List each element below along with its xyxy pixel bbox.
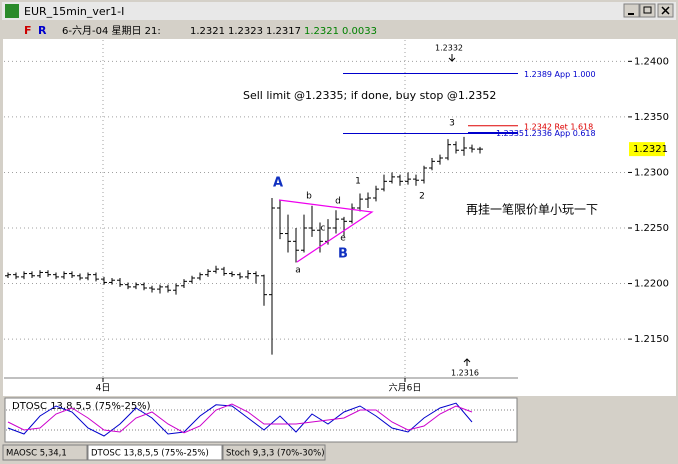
wave-label: A	[273, 176, 283, 191]
oscillator-line	[7, 402, 473, 437]
info-close: 1.2321	[304, 26, 339, 37]
wave-label: b	[306, 192, 312, 202]
y-tick-label: 1.2150	[634, 334, 669, 345]
wave-label: 1	[355, 177, 361, 187]
window-buttons[interactable]	[623, 3, 674, 18]
chart-area	[3, 39, 676, 396]
tab[interactable]	[2, 444, 88, 461]
tab[interactable]	[222, 444, 326, 461]
title-bar	[2, 2, 676, 20]
wave-label: 2	[419, 192, 425, 202]
minimize-button[interactable]	[623, 3, 640, 18]
price-marker	[629, 142, 665, 157]
wave-label: B	[338, 247, 348, 262]
level-label: 1.2342 Ret 1.618	[524, 122, 593, 131]
oscillator-line	[7, 403, 473, 434]
info-bar	[2, 22, 676, 38]
x-tick-label: 六月6日	[389, 382, 422, 394]
tab-label[interactable]: MAOSC 5,34,1	[6, 449, 67, 459]
level-label: 1.2336 App 0.618	[524, 129, 596, 138]
close-icon	[661, 6, 670, 15]
y-tick-label: 1.2400	[634, 56, 669, 67]
y-tick-label: 1.2300	[634, 167, 669, 178]
annotation: 再挂一笔限价单小玩一下	[466, 202, 598, 217]
info-low: 1.2317	[266, 26, 301, 37]
info-change: 0.0033	[342, 26, 377, 37]
wave-label: a	[295, 266, 301, 276]
annotation: Sell limit @1.2335; if done, buy stop @1…	[243, 89, 496, 102]
flag-f: F	[24, 24, 32, 37]
app-icon	[5, 4, 19, 18]
extreme-low-label: 1.2316	[451, 369, 479, 378]
tab[interactable]	[87, 444, 223, 461]
wave-label: d	[335, 197, 341, 207]
triangle-lines	[278, 199, 374, 263]
oscillator-title: DTOSC 13,8,5,5 (75%-25%)	[12, 401, 151, 412]
wave-label: c	[321, 224, 326, 234]
level-label: 1.2389 App 1.000	[524, 70, 596, 79]
info-open: 1.2321	[190, 26, 225, 37]
extreme-high-label: 1.2332	[435, 44, 463, 53]
extreme-low-arrow	[463, 358, 471, 366]
wave-label: 3	[449, 119, 455, 129]
price-marker-label: 1.2321	[633, 144, 668, 155]
y-tick-label: 1.2200	[634, 279, 669, 290]
wave-label: e	[340, 234, 346, 244]
extreme-high-arrow	[448, 54, 456, 62]
tab-label[interactable]: Stoch 9,3,3 (70%-30%)	[226, 449, 325, 459]
y-tick-label: 1.2250	[634, 223, 669, 234]
info-high: 1.2323	[228, 26, 263, 37]
flag-r: R	[38, 24, 47, 37]
y-tick-label: 1.2350	[634, 112, 669, 123]
x-tick-label: 4日	[96, 383, 111, 394]
info-date: 6-六月-04 星期日 21:	[62, 25, 161, 37]
maximize-button[interactable]	[639, 3, 656, 18]
tab-label[interactable]: DTOSC 13,8,5,5 (75%-25%)	[91, 449, 209, 459]
maximize-icon	[643, 6, 652, 14]
level-label: 1.2335	[496, 129, 524, 138]
window-title: EUR_15min_ver1-I	[24, 5, 124, 18]
